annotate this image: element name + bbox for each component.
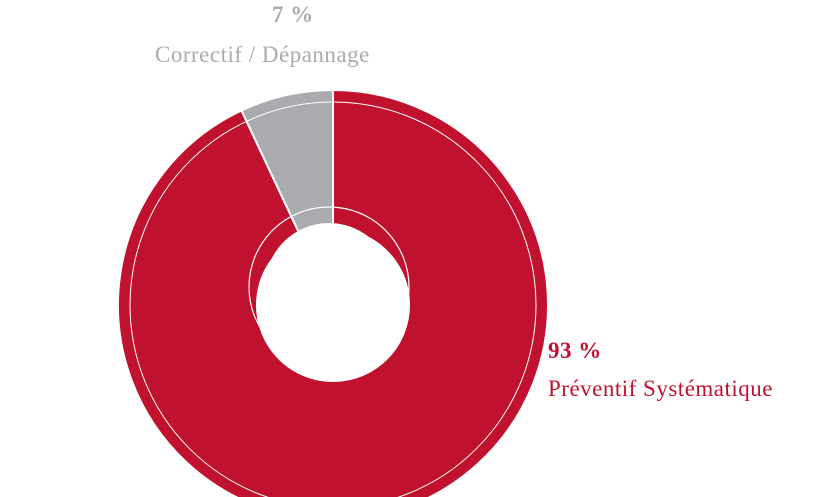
value-label: 93 % <box>548 338 602 363</box>
hole <box>265 223 393 351</box>
category-label: Correctif / Dépannage <box>155 42 370 67</box>
value-label: 7 % <box>272 2 314 27</box>
donut-slice <box>117 88 549 497</box>
hole-ring <box>248 206 410 368</box>
category-label: Préventif Systématique <box>548 376 773 401</box>
inner-ring <box>129 101 537 497</box>
